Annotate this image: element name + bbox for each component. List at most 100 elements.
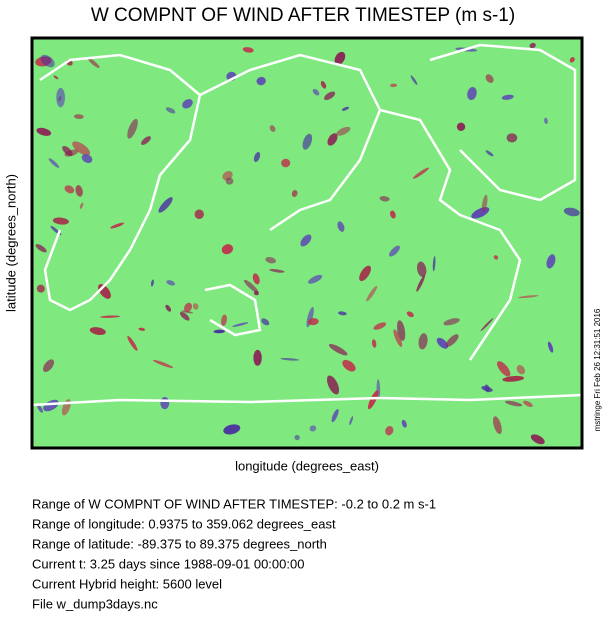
- field-blob: [544, 117, 548, 125]
- field-blob: [341, 106, 350, 111]
- field-blob: [252, 273, 260, 285]
- field-blob: [52, 217, 69, 225]
- info-block: Range of W COMPNT OF WIND AFTER TIMESTEP…: [32, 496, 436, 611]
- field-blob: [35, 244, 47, 253]
- field-blob: [253, 349, 262, 366]
- field-blob: [261, 318, 270, 326]
- field-blob: [179, 311, 190, 321]
- info-line: Current t: 3.25 days since 1988-09-01 00…: [32, 556, 304, 571]
- info-line: File w_dump3days.nc: [32, 596, 158, 611]
- coastline: [379, 108, 522, 361]
- map: [30, 36, 584, 450]
- field-blob: [331, 409, 339, 423]
- field-blob: [497, 361, 511, 377]
- field-blob: [253, 151, 261, 163]
- field-blob: [36, 284, 45, 293]
- field-blob: [256, 76, 266, 86]
- field-blob: [416, 275, 425, 292]
- field-blob: [336, 126, 351, 136]
- field-blob: [481, 194, 488, 213]
- field-blob: [127, 335, 138, 351]
- field-blob: [225, 177, 234, 185]
- field-blob: [547, 341, 554, 353]
- field-blob: [141, 136, 151, 145]
- field-blob: [467, 86, 477, 101]
- field-blob: [342, 359, 356, 372]
- field-blob: [194, 209, 204, 219]
- field-blob: [493, 255, 499, 260]
- field-blob: [481, 386, 493, 392]
- field-blob: [390, 210, 396, 219]
- field-blob: [328, 343, 348, 356]
- field-blob: [300, 234, 312, 247]
- field-blob: [127, 118, 138, 139]
- field-blob: [320, 81, 327, 89]
- timestamp: mstringe Fri Feb 26 12:31:51 2016: [593, 308, 602, 431]
- field-blob: [412, 167, 430, 179]
- field-blob: [366, 285, 378, 302]
- field-blob: [401, 419, 407, 428]
- info-line: Current Hybrid height: 5600 level: [32, 576, 222, 591]
- field-blob: [64, 185, 75, 194]
- field-blob: [165, 107, 176, 114]
- field-blob: [485, 150, 494, 157]
- field-blob: [166, 280, 176, 286]
- field-blob: [89, 327, 106, 335]
- field-blob: [294, 434, 300, 441]
- field-blob: [265, 257, 277, 264]
- field-blob: [379, 196, 390, 202]
- field-blob: [302, 133, 313, 150]
- field-blob: [158, 197, 173, 213]
- field-blob: [518, 295, 539, 299]
- field-blob: [410, 75, 418, 85]
- field-blob: [416, 261, 427, 278]
- field-blob: [529, 42, 536, 49]
- field-blob: [75, 185, 83, 197]
- field-blob: [221, 244, 234, 255]
- field-blob: [223, 424, 241, 435]
- field-blob: [182, 99, 193, 109]
- field-blob: [326, 375, 340, 395]
- field-blob: [324, 91, 336, 101]
- field-blob: [546, 254, 556, 269]
- coastline: [429, 43, 577, 202]
- field-blob: [36, 127, 52, 136]
- field-blob: [280, 357, 300, 361]
- field-blob: [73, 114, 84, 119]
- field-blob: [334, 51, 346, 65]
- coastline: [43, 209, 152, 312]
- field-blob: [308, 274, 323, 284]
- info-line: Range of longitude: 0.9375 to 359.062 de…: [32, 516, 336, 531]
- field-blob: [291, 189, 298, 197]
- field-blob: [192, 303, 199, 310]
- field-blob: [506, 133, 518, 143]
- field-blob: [269, 268, 285, 273]
- field-blob: [307, 318, 319, 326]
- field-blob: [79, 202, 84, 209]
- field-blob: [389, 83, 398, 88]
- field-blob: [153, 359, 174, 369]
- field-blob: [338, 311, 347, 316]
- y-axis-label: latitude (degrees_north): [3, 174, 18, 312]
- field-blob: [569, 57, 575, 63]
- field-blob: [62, 145, 73, 157]
- field-blob: [337, 221, 345, 232]
- field-blob: [281, 158, 291, 168]
- field-blob: [563, 207, 580, 217]
- field-blob: [184, 302, 193, 313]
- field-blob: [37, 404, 43, 413]
- field-blob: [418, 333, 428, 350]
- field-blob: [99, 315, 120, 318]
- field-blob: [150, 279, 154, 287]
- info-line: Range of latitude: -89.375 to 89.375 deg…: [32, 536, 327, 551]
- field-blob: [504, 400, 523, 407]
- field-blob: [309, 425, 317, 432]
- field-blob: [87, 57, 100, 68]
- info-line: Range of W COMPNT OF WIND AFTER TIMESTEP…: [32, 496, 436, 511]
- field-blob: [53, 75, 59, 80]
- field-blob: [221, 314, 227, 327]
- field-blob: [56, 87, 66, 108]
- field-blob: [242, 47, 254, 53]
- field-blob: [81, 154, 93, 164]
